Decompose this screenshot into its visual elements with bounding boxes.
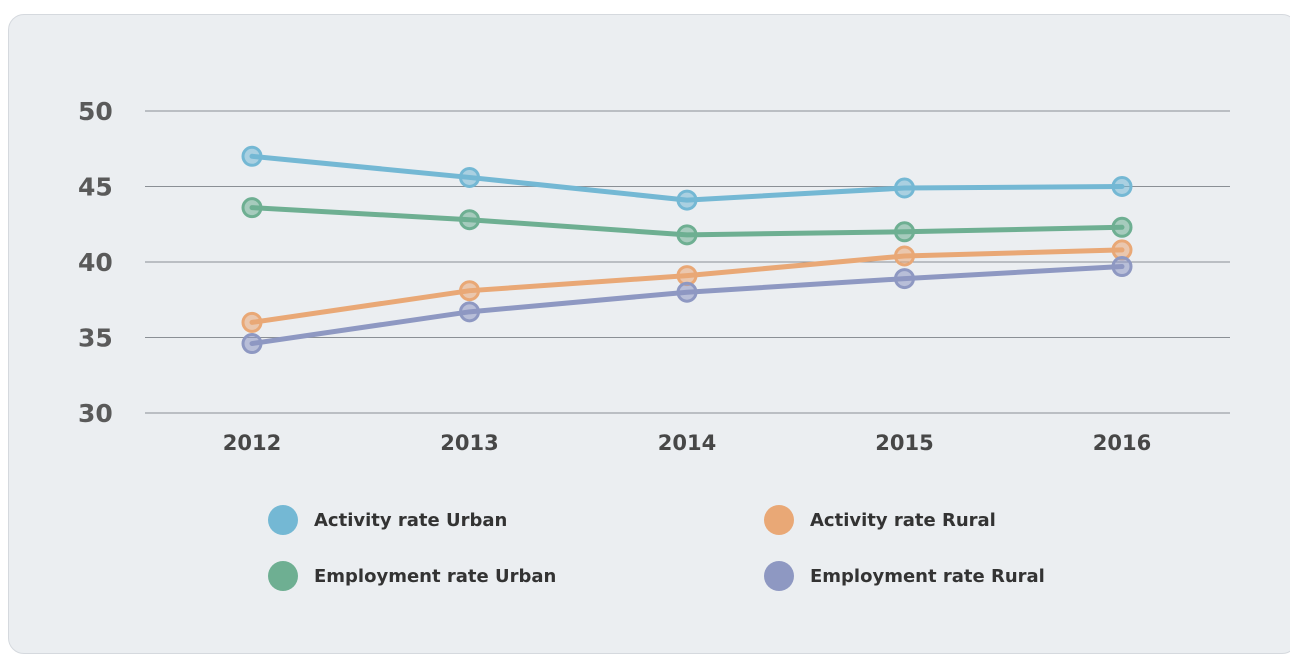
data-point (676, 281, 698, 303)
data-point (1111, 176, 1133, 197)
series-points (241, 145, 1133, 355)
data-point (459, 301, 480, 323)
data-point (894, 245, 915, 267)
data-point (676, 224, 698, 246)
legend-label: Employment rate Rural (810, 565, 1045, 587)
data-point (894, 268, 915, 290)
x-tick-label: 2012 (223, 431, 281, 455)
x-tick-label: 2014 (658, 431, 716, 455)
data-point (241, 333, 263, 355)
y-tick-label: 35 (78, 324, 113, 353)
legend-swatch (268, 505, 298, 535)
data-point (894, 177, 915, 199)
x-axis-ticks: 2012 2013 2014 2015 2016 (223, 431, 1151, 455)
series-lines (249, 153, 1125, 347)
x-tick-label: 2015 (875, 431, 933, 455)
data-point (459, 209, 480, 231)
data-point (241, 145, 263, 167)
y-tick-label: 40 (78, 248, 113, 277)
y-tick-label: 50 (78, 97, 113, 126)
data-point (894, 221, 915, 243)
legend-item-employment-urban: Employment rate Urban (268, 561, 556, 591)
y-tick-label: 30 (78, 399, 113, 428)
legend-label: Activity rate Urban (314, 509, 508, 531)
x-tick-label: 2016 (1093, 431, 1151, 455)
data-point (459, 166, 480, 188)
legend-swatch (764, 561, 794, 591)
x-tick-label: 2013 (440, 431, 498, 455)
data-point (241, 311, 263, 333)
legend-swatch (268, 561, 298, 591)
legend-swatch (764, 505, 794, 535)
chart-card (8, 14, 1290, 654)
data-point (241, 197, 263, 219)
y-tick-label: 45 (78, 173, 113, 202)
y-axis-ticks: 30 35 40 45 50 (78, 97, 113, 428)
legend-item-activity-rural: Activity rate Rural (764, 505, 996, 535)
data-point (459, 280, 480, 302)
legend-label: Activity rate Rural (810, 509, 996, 531)
gridlines (145, 110, 1230, 414)
data-point (676, 189, 698, 211)
legend-label: Employment rate Urban (314, 565, 557, 587)
legend-item-activity-urban: Activity rate Urban (268, 505, 507, 535)
legend-item-employment-rural: Employment rate Rural (764, 561, 1045, 591)
data-point (1111, 216, 1133, 238)
data-point (1111, 256, 1133, 278)
